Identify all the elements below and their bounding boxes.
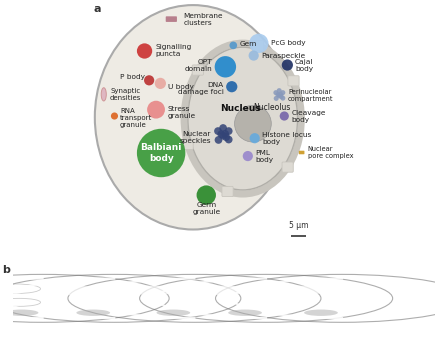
Text: Nuclear
pore complex: Nuclear pore complex: [308, 146, 353, 159]
Circle shape: [280, 96, 285, 101]
FancyBboxPatch shape: [299, 151, 305, 154]
Circle shape: [226, 81, 237, 92]
Circle shape: [221, 130, 229, 138]
Text: Histone locus
body: Histone locus body: [262, 132, 312, 145]
Circle shape: [127, 286, 177, 295]
Circle shape: [279, 94, 284, 99]
Circle shape: [277, 88, 282, 93]
Text: Cajal
body: Cajal body: [295, 58, 313, 71]
Text: OPT
domain: OPT domain: [184, 59, 212, 72]
Circle shape: [282, 59, 293, 71]
Text: Nucleus: Nucleus: [220, 104, 260, 113]
Circle shape: [225, 127, 232, 135]
Ellipse shape: [101, 88, 106, 101]
Circle shape: [111, 113, 118, 120]
Text: U body: U body: [167, 84, 194, 90]
Text: Membrane
clusters: Membrane clusters: [183, 13, 223, 26]
Circle shape: [274, 286, 325, 295]
FancyBboxPatch shape: [192, 65, 203, 75]
Circle shape: [235, 105, 271, 142]
Text: Paraspeckle: Paraspeckle: [261, 53, 305, 58]
Text: PML
body: PML body: [256, 150, 274, 163]
Text: Gem: Gem: [239, 41, 257, 47]
Circle shape: [274, 90, 278, 95]
Circle shape: [277, 93, 282, 98]
Circle shape: [219, 132, 227, 139]
Circle shape: [229, 41, 237, 49]
Circle shape: [156, 309, 190, 316]
Circle shape: [280, 112, 289, 121]
Circle shape: [250, 133, 260, 143]
Circle shape: [76, 309, 110, 316]
Circle shape: [144, 75, 154, 85]
FancyBboxPatch shape: [252, 40, 264, 51]
Circle shape: [217, 130, 225, 138]
Circle shape: [47, 286, 97, 295]
Circle shape: [215, 136, 222, 144]
Text: P body: P body: [120, 74, 146, 80]
Circle shape: [5, 309, 38, 316]
Circle shape: [0, 286, 26, 295]
Text: Balbiani
body: Balbiani body: [140, 143, 182, 163]
Ellipse shape: [188, 47, 298, 190]
Circle shape: [228, 309, 262, 316]
Text: 5 μm: 5 μm: [289, 221, 309, 230]
Circle shape: [137, 44, 152, 58]
Text: Signalling
puncta: Signalling puncta: [156, 44, 192, 57]
Circle shape: [243, 151, 253, 161]
Circle shape: [304, 309, 338, 316]
Circle shape: [219, 124, 227, 132]
Circle shape: [280, 90, 285, 95]
Text: RNA
transport
granule: RNA transport granule: [120, 108, 153, 128]
Circle shape: [278, 92, 283, 97]
Circle shape: [199, 286, 249, 295]
FancyBboxPatch shape: [282, 162, 293, 172]
Circle shape: [214, 127, 222, 135]
Circle shape: [137, 129, 185, 177]
Text: Nucleolus: Nucleolus: [254, 103, 291, 112]
Circle shape: [225, 136, 232, 143]
Circle shape: [215, 56, 236, 78]
Text: b: b: [3, 265, 10, 275]
Circle shape: [222, 133, 230, 141]
FancyBboxPatch shape: [222, 186, 233, 197]
Text: Nuclear
speckles: Nuclear speckles: [179, 131, 211, 144]
FancyBboxPatch shape: [288, 76, 299, 86]
Text: Synaptic
densities: Synaptic densities: [110, 88, 142, 101]
Circle shape: [275, 92, 281, 97]
Circle shape: [249, 34, 268, 53]
Text: Cleavage
body: Cleavage body: [291, 109, 326, 122]
FancyBboxPatch shape: [182, 139, 193, 150]
Text: DNA
damage foci: DNA damage foci: [178, 82, 224, 95]
FancyBboxPatch shape: [166, 16, 177, 22]
Circle shape: [147, 101, 165, 119]
Circle shape: [249, 51, 259, 61]
Text: Perinucleolar
compartment: Perinucleolar compartment: [288, 89, 333, 102]
Circle shape: [155, 78, 166, 89]
Text: Germ
granule: Germ granule: [192, 202, 220, 215]
Circle shape: [274, 96, 279, 101]
Ellipse shape: [95, 5, 291, 230]
Text: Stress
granule: Stress granule: [167, 106, 196, 119]
Text: PcG body: PcG body: [271, 39, 305, 46]
Text: a: a: [94, 4, 101, 14]
Circle shape: [197, 185, 216, 205]
